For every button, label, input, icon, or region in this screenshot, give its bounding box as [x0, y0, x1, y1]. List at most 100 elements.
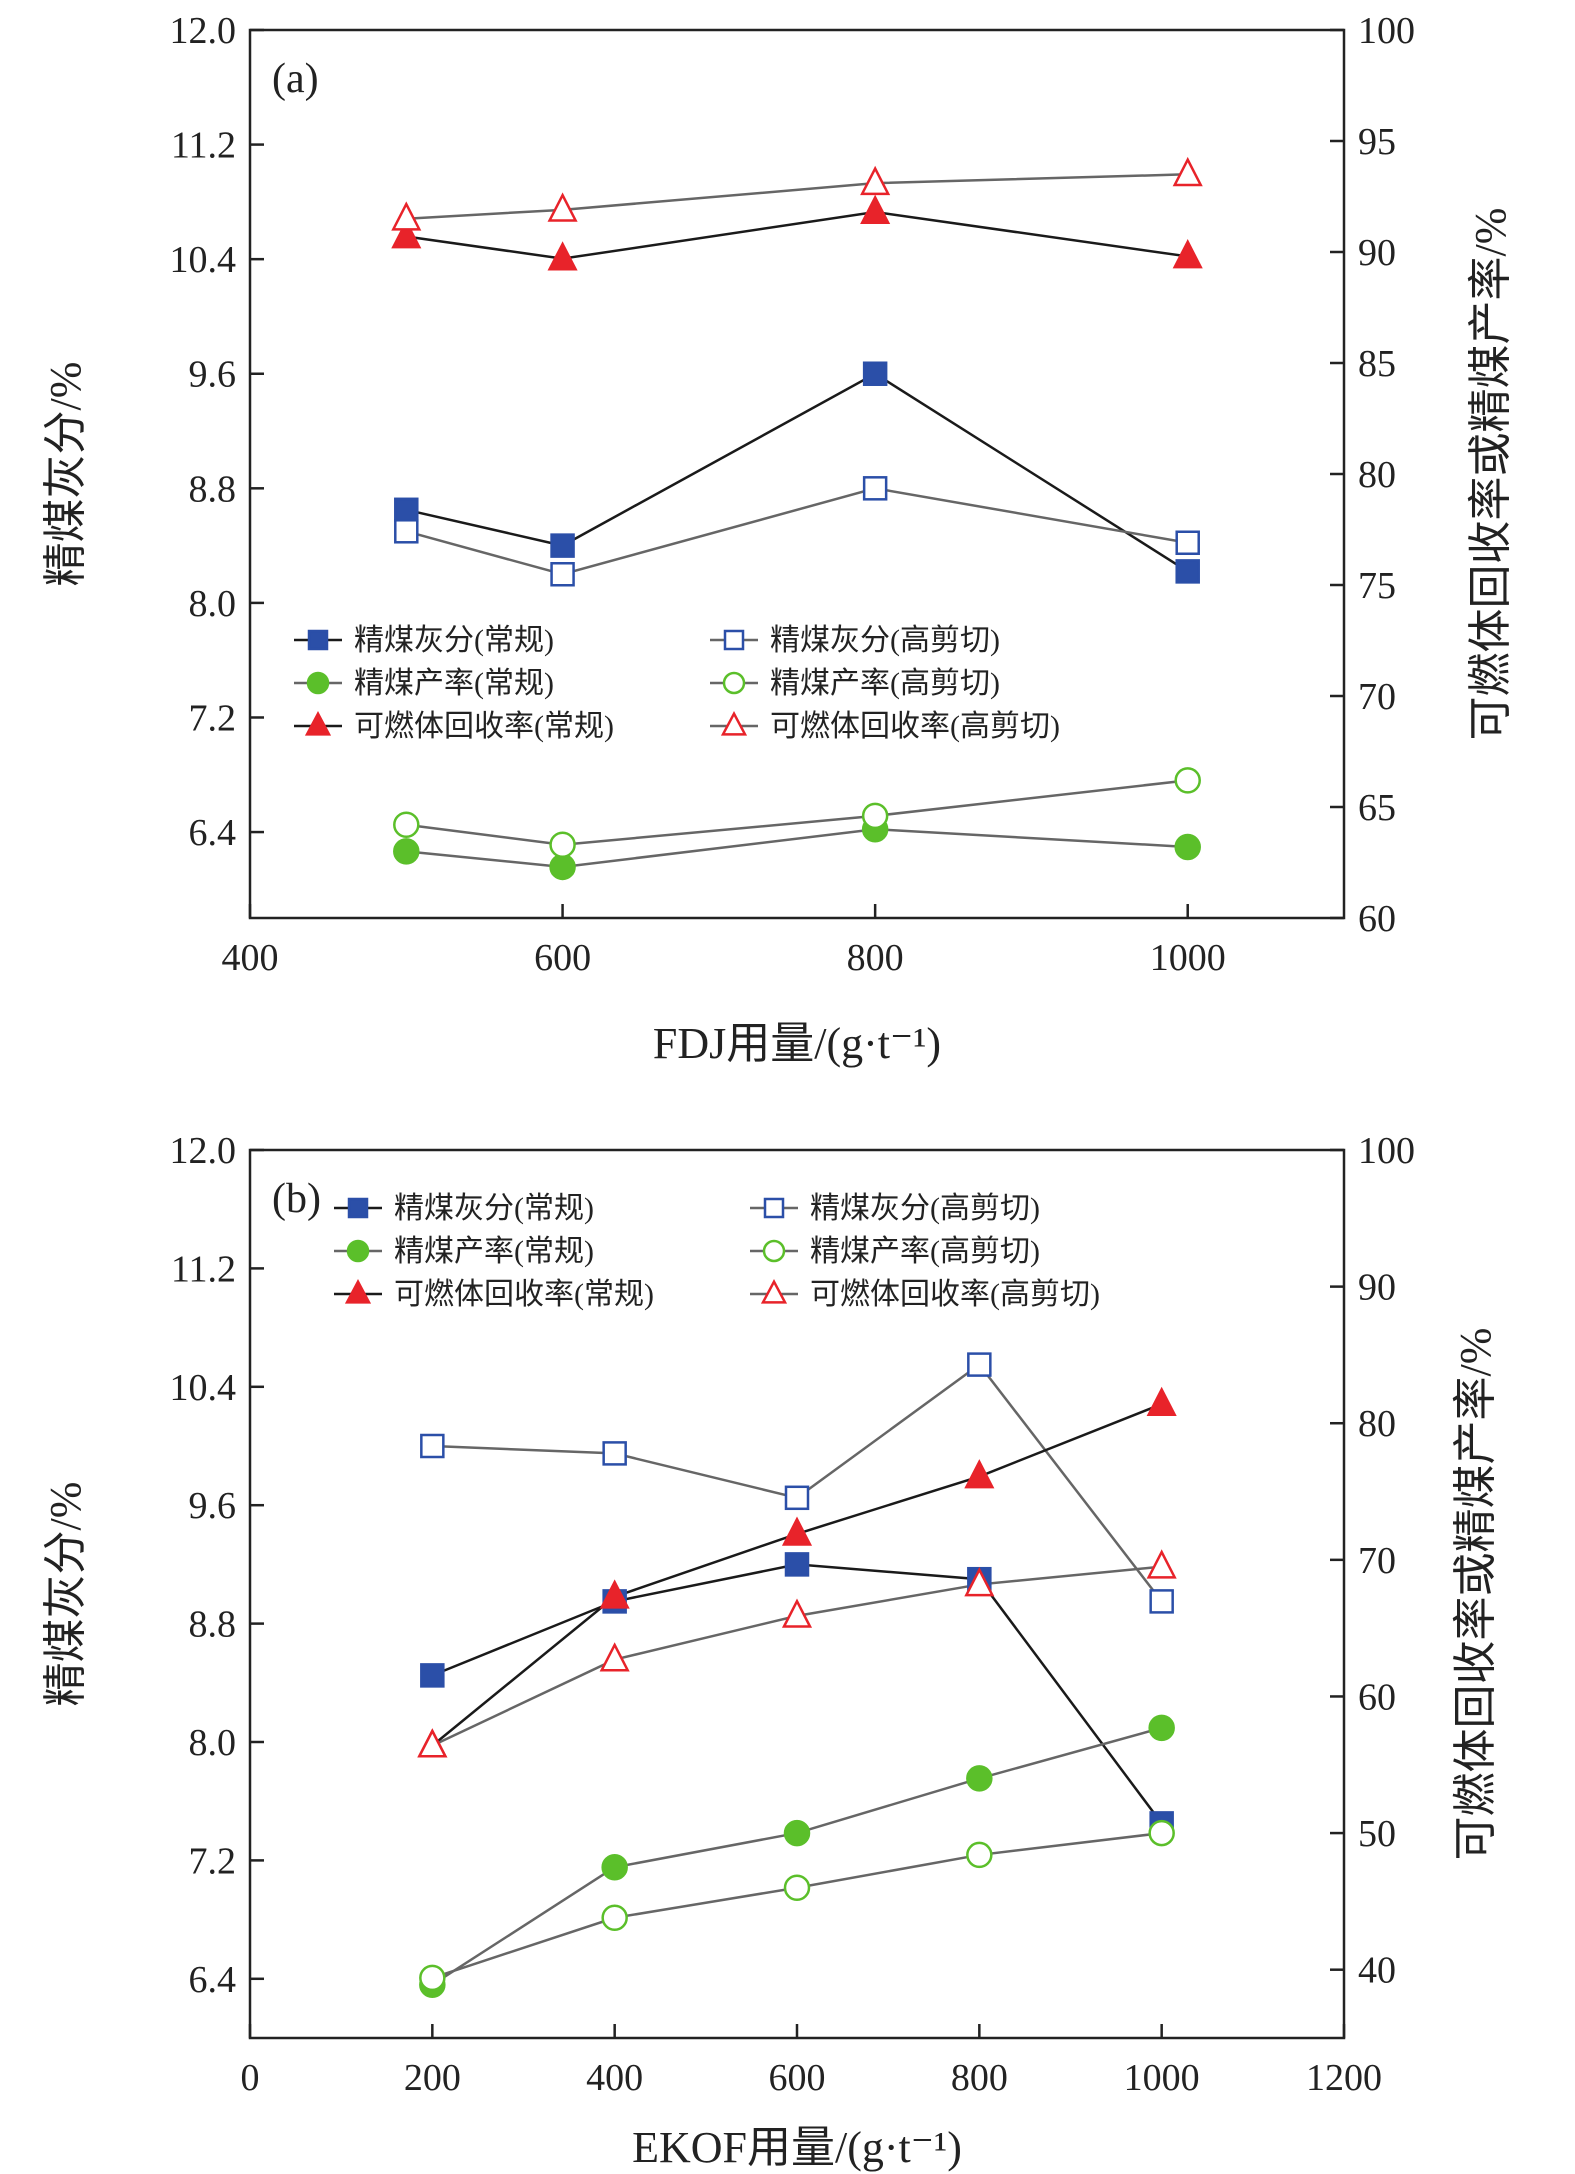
- legend-marker: [306, 671, 330, 695]
- y-right-tick-label: 70: [1358, 676, 1396, 718]
- series-markers: [391, 156, 1203, 231]
- series-markers: [393, 815, 1201, 881]
- legend-marker: [720, 710, 748, 736]
- data-point: [1175, 559, 1200, 584]
- legend-entry: 精煤产率(常规): [354, 667, 554, 700]
- x-axis-label: FDJ用量/(g·t⁻¹): [653, 1019, 941, 1068]
- data-point: [1146, 1386, 1177, 1417]
- data-point: [1174, 833, 1201, 861]
- y-left-tick-label: 12.0: [170, 1130, 237, 1172]
- data-point: [549, 831, 576, 858]
- data-point: [420, 1433, 445, 1459]
- data-point: [601, 1904, 628, 1932]
- panel-label: (a): [272, 56, 319, 102]
- series-line: [406, 372, 1189, 573]
- legend-marker: [762, 1239, 786, 1263]
- data-point: [781, 1516, 813, 1546]
- y-left-tick-label: 6.4: [189, 812, 237, 854]
- series-markers: [419, 1714, 1175, 1998]
- data-point: [547, 241, 578, 271]
- y-right-tick-label: 70: [1358, 1540, 1396, 1582]
- data-point: [393, 838, 420, 865]
- x-tick-label: 600: [534, 937, 591, 979]
- data-point: [391, 219, 422, 249]
- series-markers: [394, 476, 1200, 587]
- series-line: [406, 827, 1188, 869]
- series-line: [405, 487, 1188, 576]
- y-right-tick-label: 100: [1358, 10, 1415, 52]
- y-left-tick-label: 8.8: [189, 468, 237, 510]
- data-point: [967, 1352, 992, 1377]
- y-left-tick-label: 10.4: [170, 239, 237, 281]
- y-right-axis-label: 可燃体回收率或精煤产率/%: [1466, 208, 1515, 741]
- y-left-tick-label: 11.2: [171, 125, 236, 167]
- data-point: [1172, 156, 1203, 187]
- legend-marker: [347, 1197, 369, 1219]
- series-markers: [391, 194, 1203, 271]
- legend-marker: [722, 671, 746, 695]
- data-point: [547, 192, 578, 222]
- legend-entry: 可燃体回收率(高剪切): [810, 1278, 1100, 1311]
- data-point: [861, 802, 889, 830]
- legend-entry: 精煤产率(高剪切): [810, 1235, 1040, 1268]
- data-point: [394, 519, 419, 544]
- legend-entry: 精煤灰分(高剪切): [810, 1192, 1040, 1225]
- legend: 精煤灰分(常规) 精煤灰分(高剪切) 精煤产率(常规) 精煤产率(高剪切) 可燃体回收率…: [334, 1192, 1100, 1311]
- x-tick-label: 600: [769, 2057, 826, 2099]
- data-point: [550, 533, 575, 558]
- data-point: [1172, 239, 1203, 269]
- data-point: [966, 1765, 993, 1792]
- series-markers: [394, 361, 1200, 584]
- series-line: [406, 173, 1188, 220]
- data-point: [1148, 1819, 1175, 1847]
- legend-entry: 精煤产率(高剪切): [770, 667, 1000, 700]
- legend-entry: 精煤产率(常规): [394, 1235, 594, 1268]
- data-point: [602, 1441, 627, 1466]
- y-right-axis-label: 可燃体回收率或精煤产率/%: [1451, 1328, 1500, 1861]
- x-tick-label: 800: [951, 2057, 1008, 2099]
- legend-marker: [763, 1197, 785, 1219]
- legend-marker: [304, 710, 332, 736]
- legend-entry: 精煤灰分(常规): [394, 1192, 594, 1225]
- x-tick-label: 1000: [1124, 2057, 1200, 2099]
- y-left-tick-label: 12.0: [170, 10, 237, 52]
- y-right-tick-label: 90: [1358, 1267, 1396, 1309]
- data-point: [550, 562, 575, 587]
- chart-panel-1: 400 600 800 1000 6.4 7.2 8.0 8.8 9.6 10.4 11.2 12.0…: [41, 10, 1515, 1068]
- y-left-axis-label: 精煤灰分/%: [41, 1482, 90, 1707]
- data-point: [420, 1663, 445, 1688]
- series-line: [431, 1726, 1163, 1986]
- y-left-tick-label: 7.2: [189, 1840, 237, 1882]
- legend-marker: [723, 629, 745, 651]
- y-right-tick-label: 95: [1358, 121, 1396, 163]
- data-point: [862, 361, 888, 386]
- data-point: [394, 497, 419, 523]
- data-point: [1174, 767, 1201, 794]
- chart-panel-2: 0 200 400 600 800 1000 1200 6.4 7.2 8.0 8.8 9.6 10.4…: [41, 1130, 1500, 2172]
- data-point: [417, 1728, 448, 1758]
- data-point: [964, 1567, 995, 1597]
- y-left-tick-label: 9.6: [189, 1485, 237, 1527]
- y-right-tick-label: 75: [1358, 565, 1396, 607]
- y-right-tick-label: 40: [1358, 1950, 1396, 1992]
- data-point: [549, 853, 576, 881]
- series-markers: [419, 1819, 1175, 1992]
- y-left-tick-label: 6.4: [189, 1959, 237, 2001]
- data-point: [781, 1598, 813, 1628]
- series-markers: [420, 1552, 1174, 1836]
- data-point: [1148, 1714, 1175, 1742]
- data-point: [393, 811, 420, 839]
- series-line: [406, 779, 1188, 846]
- data-point: [862, 476, 888, 501]
- series-markers: [420, 1352, 1174, 1614]
- data-point: [419, 1964, 446, 1992]
- data-point: [1146, 1549, 1177, 1579]
- legend: 精煤灰分(常规) 精煤灰分(高剪切) 精煤产率(常规) 精煤产率(高剪切) 可燃体回收率…: [294, 624, 1060, 743]
- x-tick-label: 1200: [1306, 2057, 1382, 2099]
- y-right-tick-label: 80: [1358, 1403, 1396, 1445]
- legend-marker: [760, 1278, 788, 1304]
- data-point: [1175, 530, 1200, 555]
- y-left-axis-label: 精煤灰分/%: [41, 362, 90, 587]
- legend-marker: [344, 1278, 372, 1304]
